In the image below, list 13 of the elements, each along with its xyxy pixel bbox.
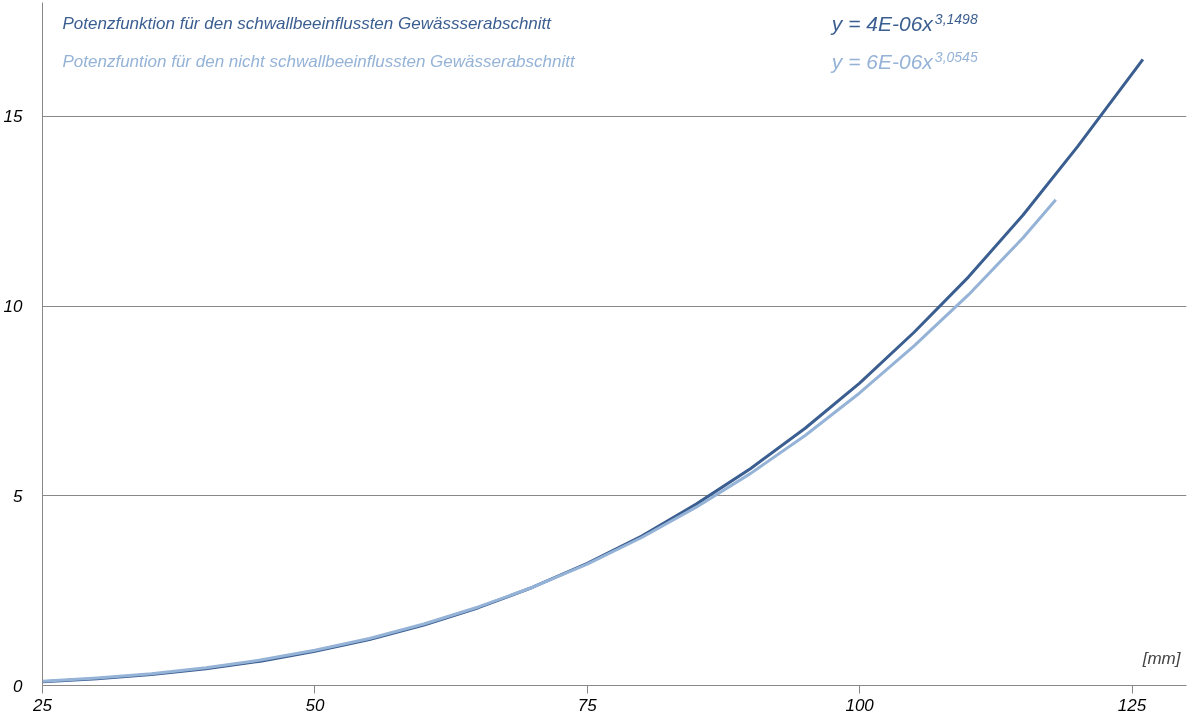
x-tick-label: 50 [305, 695, 325, 715]
y-tick-label: 15 [3, 107, 24, 127]
y-tick-label: 0 [13, 676, 24, 696]
x-axis-title: [mm] [1141, 648, 1182, 668]
line-series [42, 198, 1058, 683]
x-tick-label: 125 [1117, 695, 1147, 715]
y-tick-label: 10 [3, 297, 24, 317]
x-tick-label: 25 [32, 695, 53, 715]
y-tick-label: 5 [13, 486, 24, 506]
text: Potenzfunktion für den schwallbeeinflussten Gewässserabschnitt [62, 13, 553, 33]
text: Potenzfuntion für den nicht schwallbeeinflussten Gewässerabschnitt [62, 51, 576, 71]
x-tick-label: 75 [577, 695, 598, 715]
x-tick-label: 100 [845, 695, 875, 715]
